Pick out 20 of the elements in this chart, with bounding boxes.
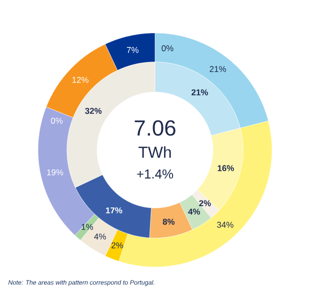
data-label: 12% <box>72 76 88 83</box>
text: 7.06 <box>134 120 176 136</box>
data-label: 32% <box>85 108 102 114</box>
text: +1.4% <box>137 169 174 179</box>
data-label: 2% <box>112 242 124 248</box>
text: 0% <box>50 118 63 124</box>
data-label: 4% <box>188 208 200 215</box>
text: 0% <box>162 45 174 52</box>
data-label: 2% <box>199 200 211 206</box>
data-label: 4% <box>94 234 106 240</box>
data-label: 17% <box>106 207 122 214</box>
data-label: 7% <box>126 47 138 53</box>
data-label: 19% <box>47 169 64 176</box>
data-label: 1% <box>82 224 94 230</box>
data-label: 34% <box>217 222 234 228</box>
data-label: 21% <box>210 66 226 72</box>
text: TWh <box>138 146 171 158</box>
data-label: 21% <box>192 89 208 96</box>
data-label: 16% <box>218 165 234 172</box>
data-label: 8% <box>162 218 175 225</box>
